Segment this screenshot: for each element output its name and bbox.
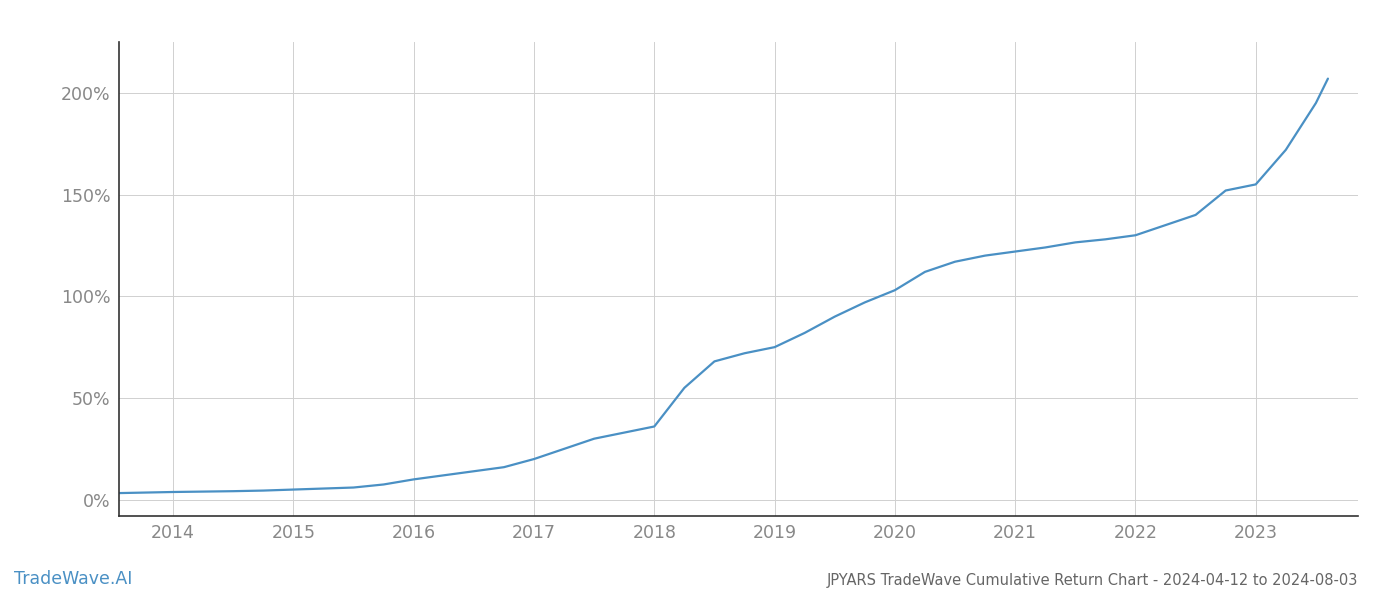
Text: JPYARS TradeWave Cumulative Return Chart - 2024-04-12 to 2024-08-03: JPYARS TradeWave Cumulative Return Chart…	[826, 573, 1358, 588]
Text: TradeWave.AI: TradeWave.AI	[14, 570, 133, 588]
